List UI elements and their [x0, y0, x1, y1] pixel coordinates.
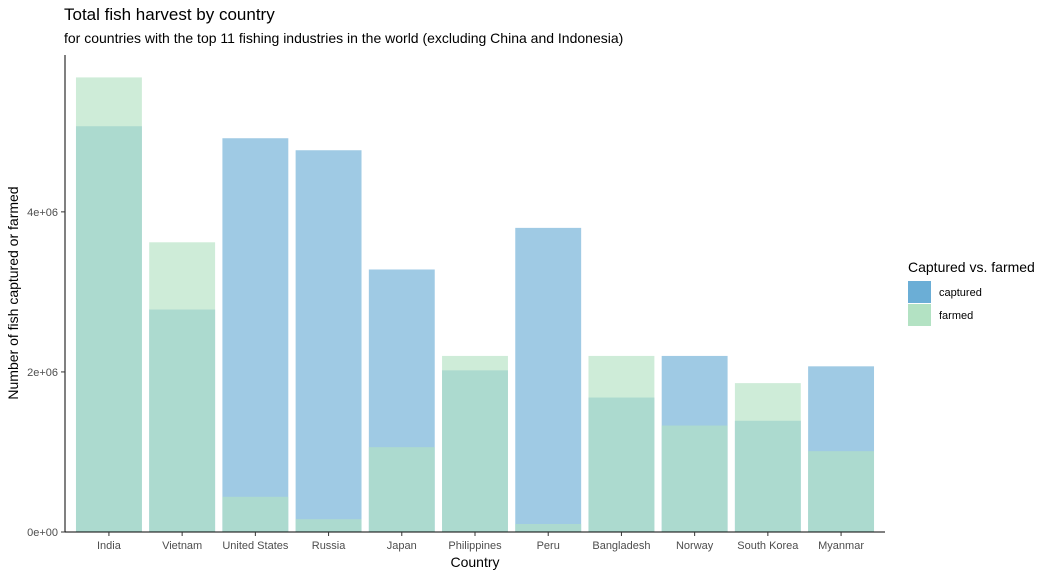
bar-farmed-bangladesh: [588, 355, 655, 532]
bar-captured-peru: [515, 227, 582, 532]
y-tick-label: 2e+06: [27, 367, 58, 379]
x-tick-label: Japan: [387, 540, 417, 552]
bar-farmed-japan: [368, 447, 435, 532]
legend-label-farmed: farmed: [939, 310, 973, 322]
chart-subtitle: for countries with the top 11 fishing in…: [64, 30, 623, 46]
x-tick-label: Peru: [537, 540, 560, 552]
legend-items: captured farmed: [908, 281, 982, 326]
bar-farmed-vietnam: [149, 242, 216, 533]
legend-label-captured: captured: [939, 287, 982, 299]
legend-key-captured: [908, 281, 931, 303]
y-axis-ticks: 0e+00 2e+06 4e+06: [27, 207, 65, 539]
bar-farmed-russia: [295, 519, 362, 532]
bar-captured-united-states: [222, 138, 289, 532]
legend-title: Captured vs. farmed: [908, 259, 1035, 275]
y-tick-label: 0e+00: [27, 527, 58, 539]
bar-farmed-india: [75, 77, 142, 532]
legend: Captured vs. farmed captured farmed: [908, 259, 1035, 326]
legend-key-farmed: [908, 304, 931, 326]
bar-farmed-south-korea: [734, 383, 801, 532]
x-axis-ticks: India Vietnam United States Russia Japan Phil…: [97, 532, 864, 552]
x-tick-label: Russia: [312, 540, 347, 552]
bar-captured-russia: [295, 150, 362, 532]
y-tick-label: 4e+06: [27, 207, 58, 219]
x-tick-label: United States: [222, 540, 289, 552]
x-tick-label: India: [97, 540, 122, 552]
x-tick-label: Norway: [676, 540, 714, 552]
x-tick-label: South Korea: [737, 540, 799, 552]
bar-farmed-peru: [515, 523, 582, 532]
bar-farmed-norway: [661, 425, 728, 532]
x-axis-title: Country: [450, 554, 499, 570]
x-tick-label: Bangladesh: [592, 540, 650, 552]
bars-layer: [75, 77, 875, 533]
x-tick-label: Vietnam: [162, 540, 202, 552]
chart-title: Total fish harvest by country: [64, 5, 275, 24]
bar-farmed-philippines: [442, 355, 508, 532]
bar-farmed-myanmar: [808, 451, 875, 532]
x-tick-label: Philippines: [448, 540, 502, 552]
y-axis-title: Number of fish captured or farmed: [5, 186, 21, 399]
bar-farmed-united-states: [222, 496, 289, 532]
x-tick-label: Myanmar: [818, 540, 864, 552]
